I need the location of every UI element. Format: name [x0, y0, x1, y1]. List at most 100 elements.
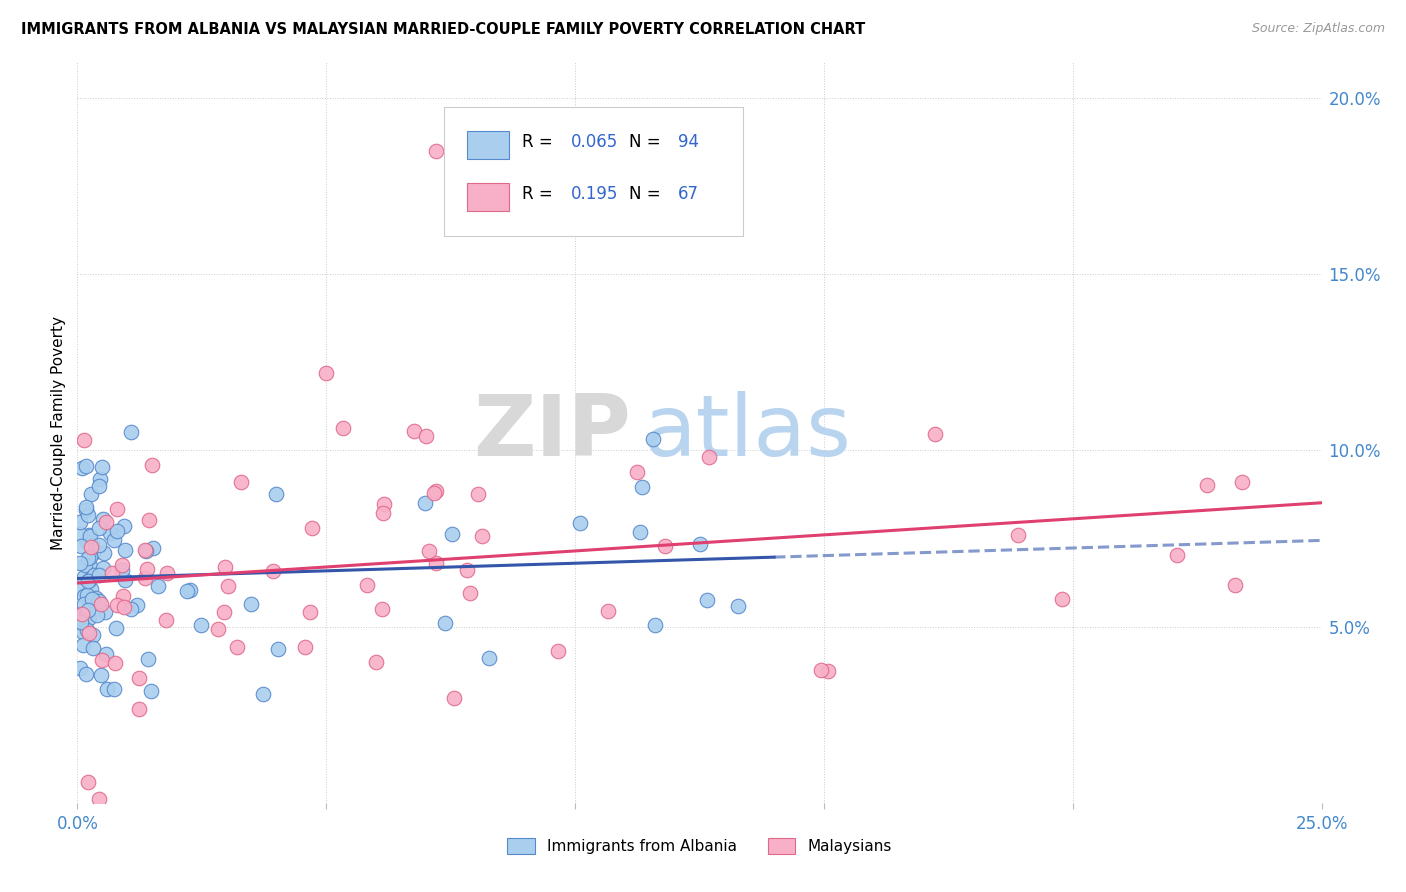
- Point: [155, 613, 177, 627]
- Point: [458, 586, 481, 600]
- Point: [120, 425, 142, 439]
- Point: [373, 497, 395, 511]
- Point: [94, 515, 117, 529]
- Text: R =: R =: [522, 186, 558, 203]
- Point: [76, 624, 98, 638]
- Point: [190, 617, 212, 632]
- Y-axis label: Married-Couple Family Poverty: Married-Couple Family Poverty: [51, 316, 66, 549]
- Point: [1230, 475, 1253, 489]
- Text: R =: R =: [522, 134, 558, 152]
- Point: [114, 543, 136, 558]
- Point: [73, 570, 96, 584]
- Point: [96, 647, 118, 661]
- Point: [69, 607, 91, 622]
- Legend: Immigrants from Albania, Malaysians: Immigrants from Albania, Malaysians: [499, 830, 900, 862]
- Point: [156, 566, 179, 581]
- Point: [105, 598, 128, 612]
- Point: [179, 583, 201, 598]
- Point: [134, 571, 156, 585]
- Point: [82, 628, 104, 642]
- Point: [596, 604, 619, 618]
- Point: [699, 450, 721, 464]
- Point: [93, 546, 115, 560]
- Point: [112, 589, 135, 603]
- Point: [1225, 578, 1247, 592]
- Point: [69, 526, 91, 541]
- Point: [433, 616, 456, 631]
- Point: [75, 500, 97, 515]
- Point: [111, 558, 134, 572]
- Point: [440, 527, 463, 541]
- Point: [77, 574, 100, 589]
- Point: [252, 688, 274, 702]
- Point: [69, 515, 91, 529]
- Point: [142, 541, 165, 555]
- Point: [727, 599, 749, 614]
- Point: [104, 656, 127, 670]
- Point: [89, 568, 111, 582]
- Point: [125, 598, 148, 612]
- Point: [72, 638, 94, 652]
- Point: [226, 640, 249, 654]
- Point: [134, 542, 156, 557]
- Point: [138, 652, 160, 666]
- Text: 94: 94: [678, 134, 699, 152]
- Point: [75, 502, 97, 516]
- Point: [70, 460, 93, 475]
- Point: [77, 508, 100, 523]
- Point: [87, 521, 110, 535]
- Point: [214, 606, 236, 620]
- Point: [924, 427, 946, 442]
- Point: [371, 602, 394, 616]
- Text: atlas: atlas: [644, 391, 852, 475]
- Point: [111, 563, 134, 577]
- Point: [136, 562, 159, 576]
- Point: [91, 560, 114, 574]
- Point: [87, 792, 110, 806]
- Point: [266, 642, 288, 657]
- Point: [82, 545, 104, 559]
- Point: [128, 671, 150, 685]
- Point: [299, 605, 322, 619]
- Point: [1195, 478, 1218, 492]
- Point: [70, 607, 93, 621]
- Point: [76, 588, 98, 602]
- Point: [425, 557, 447, 571]
- Point: [84, 591, 107, 605]
- Text: N =: N =: [628, 134, 665, 152]
- Point: [70, 539, 93, 553]
- Point: [72, 589, 94, 603]
- Point: [91, 653, 114, 667]
- Point: [80, 592, 103, 607]
- Point: [77, 528, 100, 542]
- Point: [628, 524, 651, 539]
- Point: [96, 681, 118, 696]
- Point: [315, 366, 337, 380]
- Point: [101, 566, 124, 580]
- Point: [301, 521, 323, 535]
- Point: [810, 663, 832, 677]
- Point: [89, 478, 111, 492]
- Point: [696, 593, 718, 607]
- Point: [1007, 527, 1029, 541]
- Point: [425, 144, 447, 158]
- FancyBboxPatch shape: [467, 131, 509, 159]
- Point: [83, 567, 105, 582]
- Point: [73, 597, 96, 611]
- Point: [356, 577, 378, 591]
- Point: [467, 487, 489, 501]
- Point: [114, 518, 136, 533]
- Point: [138, 513, 160, 527]
- Point: [217, 579, 239, 593]
- Point: [69, 557, 91, 571]
- Point: [425, 484, 447, 499]
- Point: [654, 539, 676, 553]
- Point: [69, 661, 91, 675]
- Point: [294, 640, 316, 655]
- Text: IMMIGRANTS FROM ALBANIA VS MALAYSIAN MARRIED-COUPLE FAMILY POVERTY CORRELATION C: IMMIGRANTS FROM ALBANIA VS MALAYSIAN MAR…: [21, 22, 865, 37]
- Point: [120, 601, 142, 615]
- Point: [332, 421, 354, 435]
- Point: [94, 605, 117, 619]
- Point: [75, 458, 97, 473]
- Point: [76, 534, 98, 549]
